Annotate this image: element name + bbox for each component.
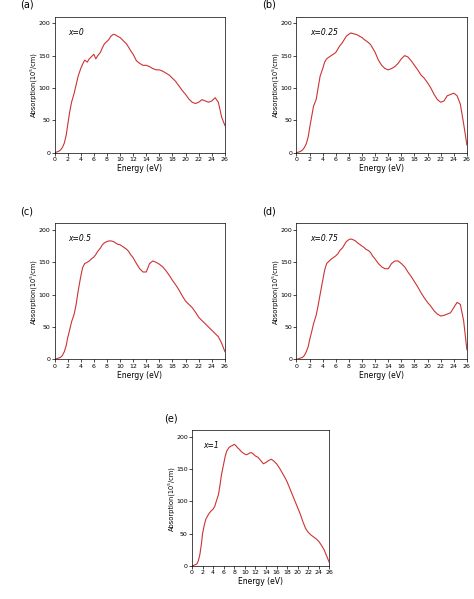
- X-axis label: Energy (eV): Energy (eV): [359, 371, 404, 380]
- Y-axis label: Absorption(10⁵/cm): Absorption(10⁵/cm): [167, 465, 174, 531]
- X-axis label: Energy (eV): Energy (eV): [238, 577, 283, 586]
- Text: x=1: x=1: [203, 441, 219, 450]
- Text: x=0.25: x=0.25: [310, 28, 338, 37]
- Text: (a): (a): [20, 0, 34, 10]
- Y-axis label: Absorption(10⁵/cm): Absorption(10⁵/cm): [30, 52, 37, 117]
- Text: x=0: x=0: [68, 28, 84, 37]
- Text: x=0.75: x=0.75: [310, 234, 338, 243]
- Text: (e): (e): [164, 413, 178, 423]
- Y-axis label: Absorption(10⁵/cm): Absorption(10⁵/cm): [30, 259, 37, 324]
- Text: (c): (c): [20, 207, 34, 217]
- Text: (d): (d): [263, 207, 276, 217]
- Text: x=0.5: x=0.5: [68, 234, 91, 243]
- Text: (b): (b): [263, 0, 276, 10]
- Y-axis label: Absorption(10⁵/cm): Absorption(10⁵/cm): [272, 259, 279, 324]
- X-axis label: Energy (eV): Energy (eV): [117, 371, 162, 380]
- Y-axis label: Absorption(10⁵/cm): Absorption(10⁵/cm): [272, 52, 279, 117]
- X-axis label: Energy (eV): Energy (eV): [359, 164, 404, 173]
- X-axis label: Energy (eV): Energy (eV): [117, 164, 162, 173]
